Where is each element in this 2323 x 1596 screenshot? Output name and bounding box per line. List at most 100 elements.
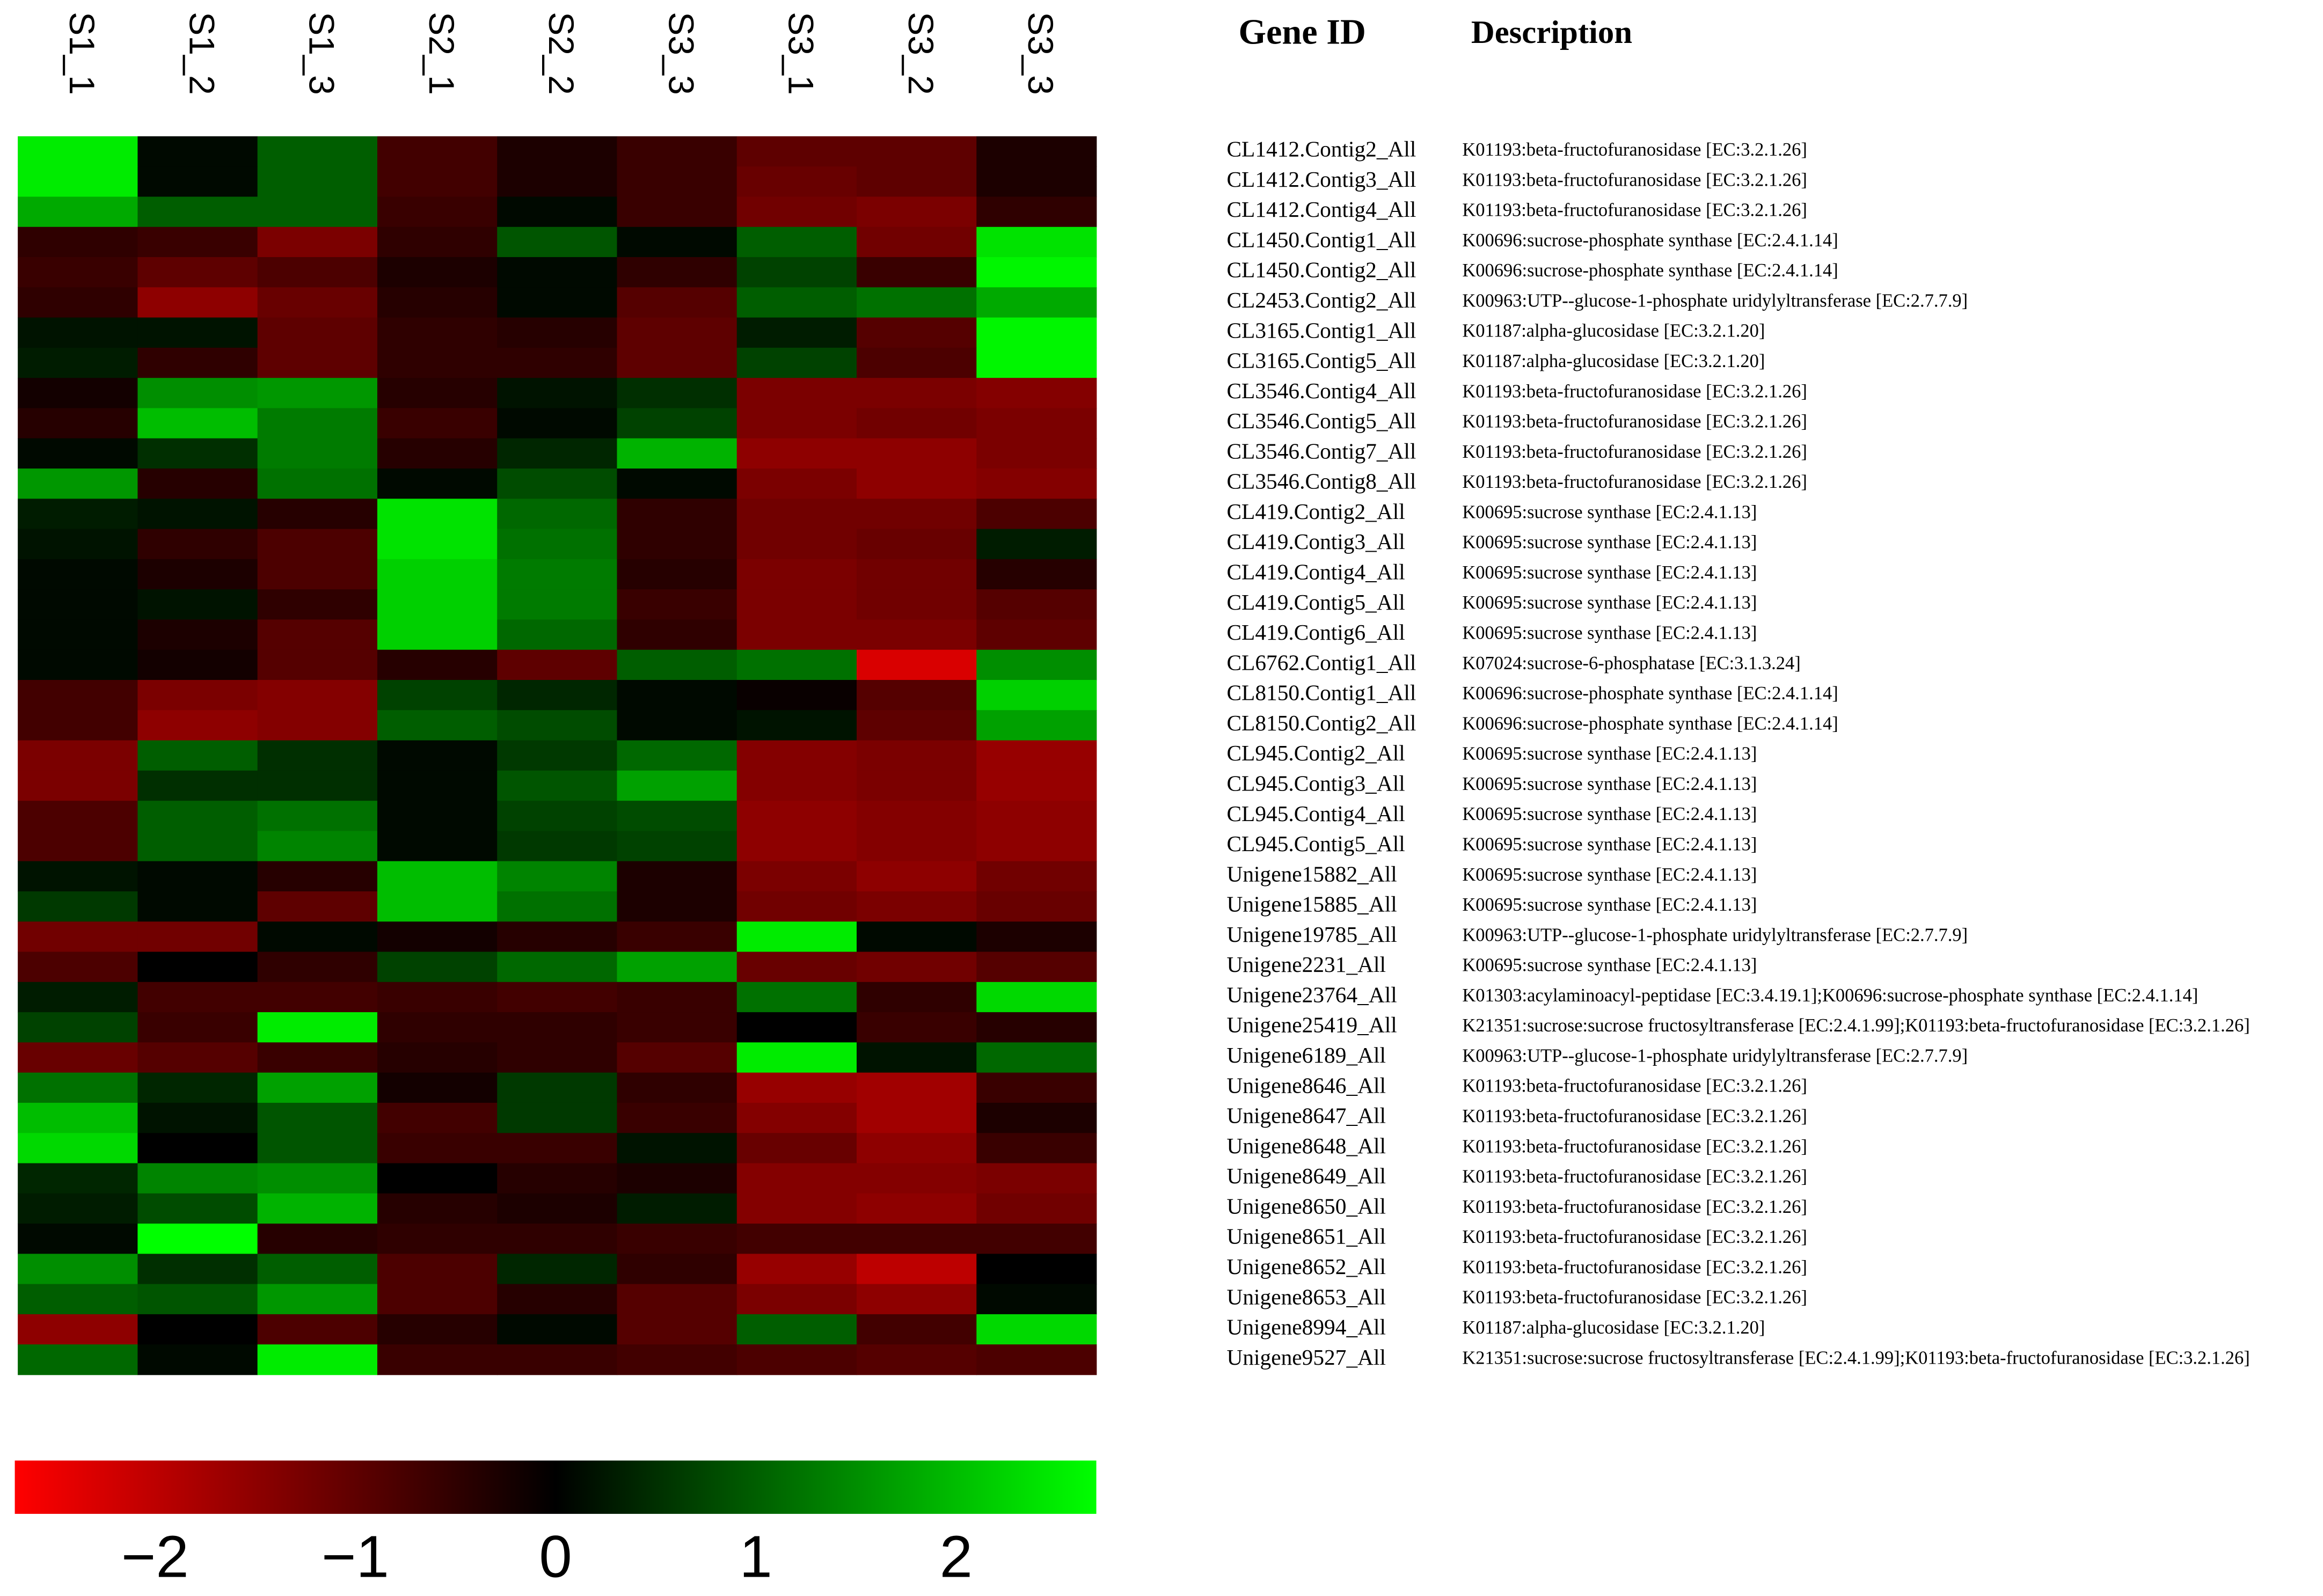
heatmap-cell (497, 649, 618, 680)
heatmap-cell (617, 136, 737, 167)
heatmap-cell (497, 559, 618, 590)
heatmap-cell (137, 287, 258, 318)
heatmap-cell (257, 1042, 378, 1073)
heatmap-cell (617, 921, 737, 953)
heatmap-cell (617, 287, 737, 318)
heatmap-cell (736, 649, 857, 680)
heatmap-cell (736, 257, 857, 288)
heatmap-cell (617, 347, 737, 379)
heatmap-cell (257, 680, 378, 711)
heatmap-cell (257, 891, 378, 923)
heatmap-cell (617, 1193, 737, 1224)
gene-description: K01193:beta-fructofuranosidase [EC:3.2.1… (1462, 1167, 1807, 1187)
gene-id: Unigene2231_All (1226, 952, 1386, 977)
heatmap-cell (617, 226, 737, 258)
gene-id: CL1412.Contig3_All (1226, 167, 1416, 192)
heatmap-cell (18, 1133, 138, 1164)
heatmap-cell (18, 468, 138, 500)
gene-id: CL3546.Contig8_All (1226, 469, 1416, 494)
heatmap-cell (18, 1102, 138, 1134)
heatmap-cell (736, 1314, 857, 1345)
column-label: S1_3 (302, 12, 341, 95)
heatmap-cell (497, 1042, 618, 1073)
heatmap-cell (976, 287, 1097, 318)
gene-id: CL419.Contig4_All (1226, 560, 1405, 584)
heatmap-cell (976, 921, 1097, 953)
row-header: Gene ID (1239, 12, 1366, 52)
heatmap-cell (137, 589, 258, 620)
heatmap-cell (18, 891, 138, 923)
heatmap-cell (18, 619, 138, 650)
heatmap-cell (497, 1344, 618, 1375)
heatmap-cell (976, 1224, 1097, 1255)
gene-id: CL1450.Contig1_All (1226, 227, 1416, 252)
heatmap-cell (736, 1042, 857, 1073)
gene-description: K00695:sucrose synthase [EC:2.4.1.13] (1462, 774, 1757, 794)
heatmap-cell (497, 287, 618, 318)
heatmap-cell (736, 861, 857, 892)
heatmap-cell (617, 559, 737, 590)
heatmap-cell (377, 801, 498, 832)
heatmap-cell (497, 589, 618, 620)
heatmap-cell (857, 619, 977, 650)
heatmap-cell (976, 1102, 1097, 1134)
heatmap-cell (617, 166, 737, 197)
heatmap-cell (18, 166, 138, 197)
heatmap-cell (857, 468, 977, 500)
heatmap-cell (137, 468, 258, 500)
heatmap-cell (736, 1163, 857, 1194)
heatmap-cell (18, 136, 138, 167)
heatmap-cell (497, 801, 618, 832)
heatmap-cell (736, 1133, 857, 1164)
heatmap-cell (377, 921, 498, 953)
heatmap-cell (617, 408, 737, 439)
heatmap-cell (976, 740, 1097, 771)
heatmap-cell (617, 1224, 737, 1255)
heatmap-cell (377, 1133, 498, 1164)
heatmap-cell (137, 1224, 258, 1255)
heatmap-cell (857, 226, 977, 258)
gene-id: CL419.Contig5_All (1226, 590, 1405, 614)
column-label: S1_2 (181, 12, 221, 95)
heatmap-cell (257, 982, 378, 1013)
heatmap-cell (736, 982, 857, 1013)
gene-id: CL945.Contig4_All (1226, 801, 1405, 826)
heatmap-cell (18, 589, 138, 620)
heatmap-cell (137, 831, 258, 862)
heatmap-cell (976, 1012, 1097, 1043)
heatmap-cell (976, 649, 1097, 680)
heatmap-cell (976, 559, 1097, 590)
heatmap-cell (497, 378, 618, 409)
heatmap-cell (497, 951, 618, 983)
heatmap-cell (617, 1012, 737, 1043)
heatmap-cell (137, 378, 258, 409)
heatmap-cell (257, 1344, 378, 1375)
heatmap-cell (137, 347, 258, 379)
heatmap-cell (976, 196, 1097, 228)
heatmap-cell (377, 1314, 498, 1345)
heatmap-cell (257, 1012, 378, 1043)
heatmap-cell (857, 287, 977, 318)
gene-description: K00695:sucrose synthase [EC:2.4.1.13] (1462, 865, 1757, 885)
heatmap-cell (976, 1284, 1097, 1315)
heatmap-cell (18, 710, 138, 741)
heatmap-cell (617, 196, 737, 228)
gene-description: K01193:beta-fructofuranosidase [EC:3.2.1… (1462, 412, 1807, 432)
heatmap-cell (377, 831, 498, 862)
heatmap-cell (137, 166, 258, 197)
heatmap-cell (736, 1012, 857, 1043)
gene-id: Unigene8647_All (1226, 1103, 1386, 1128)
gene-description: K01193:beta-fructofuranosidase [EC:3.2.1… (1462, 1076, 1807, 1096)
colorbar-tick-label: 0 (539, 1524, 572, 1590)
heatmap-cell (617, 770, 737, 801)
heatmap-cell (736, 226, 857, 258)
heatmap-cell (257, 408, 378, 439)
heatmap-cell (137, 1133, 258, 1164)
heatmap-cell (18, 740, 138, 771)
heatmap-cell (857, 770, 977, 801)
heatmap-cell (137, 1193, 258, 1224)
heatmap-cell (736, 1284, 857, 1315)
heatmap-cell (976, 680, 1097, 711)
heatmap-cell (257, 468, 378, 500)
gene-id: Unigene8648_All (1226, 1133, 1386, 1158)
